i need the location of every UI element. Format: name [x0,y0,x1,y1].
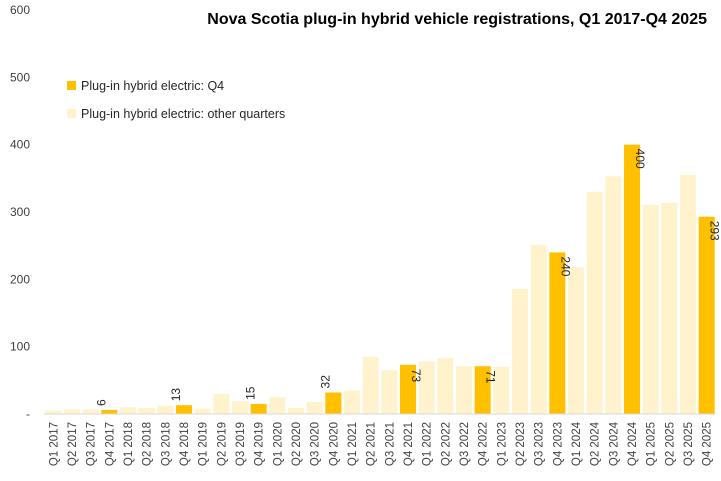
bar-other-quarter [306,401,323,414]
bar-other-quarter [418,361,435,414]
x-tick-label: Q3 2018 [160,422,172,466]
x-tick-label: Q2 2021 [366,422,378,466]
bar-other-quarter [269,397,286,414]
data-label: 293 [708,221,721,241]
bar-other-quarter [82,409,99,414]
x-tick-label: Q4 2019 [254,422,266,466]
bar-other-quarter [213,393,230,414]
bar-other-quarter [530,244,547,414]
data-label: 73 [409,369,423,383]
x-tick-label: Q3 2020 [310,422,322,466]
bar-q4 [549,252,566,414]
bar-q4 [325,392,342,414]
y-tick-label: 500 [10,70,30,84]
bar-q4 [101,409,118,414]
y-tick-label: 300 [10,205,30,219]
x-tick-label: Q2 2025 [664,422,676,466]
x-tick-label: Q2 2023 [515,422,527,466]
bar-other-quarter [157,405,174,414]
x-tick-label: Q2 2019 [216,422,228,466]
data-label: 15 [244,386,258,400]
y-tick-label: 600 [10,3,30,17]
x-tick-label: Q4 2022 [478,422,490,466]
bar-other-quarter [605,176,622,414]
x-tick-label: Q1 2019 [198,422,210,466]
bar-other-quarter [493,366,510,414]
bar-q4 [399,364,417,414]
x-tick-label: Q4 2017 [104,422,116,466]
x-tick-label: Q4 2020 [328,422,340,466]
chart-title: Nova Scotia plug-in hybrid vehicle regis… [207,11,707,28]
x-tick-label: Q4 2024 [627,421,639,466]
bars [45,144,715,414]
x-tick-label: Q2 2020 [291,422,303,466]
bar-q4 [250,403,267,414]
bar-other-quarter [138,407,155,414]
x-axis: Q1 2017 Q2 2017 Q3 2017 Q4 2017 Q1 2018 Q2 20… [44,413,716,466]
bar-q4 [175,405,193,414]
x-tick-label: Q2 2022 [440,422,452,466]
bar-other-quarter [567,267,585,414]
bar-other-quarter [231,401,249,414]
data-label: 32 [318,375,332,389]
bar-q4 [623,144,641,414]
legend-label-q4: Plug-in hybrid electric: Q4 [81,79,224,93]
y-tick-label: 200 [10,272,30,286]
legend-swatch-q4 [67,81,76,90]
x-tick-label: Q1 2024 [571,421,583,466]
data-label: 400 [633,149,647,169]
bar-other-quarter [586,191,603,414]
y-axis: - 100 200 300 400 500 600 [10,3,30,421]
x-tick-label: Q2 2018 [142,422,154,466]
x-tick-label: Q3 2019 [235,422,247,466]
bar-other-quarter [679,174,697,414]
x-tick-label: Q3 2022 [459,422,471,466]
bar-q4 [698,216,715,414]
bar-other-quarter [511,288,529,414]
bar-other-quarter [45,410,62,414]
x-tick-label: Q4 2018 [179,422,191,466]
x-tick-label: Q3 2023 [534,422,546,466]
x-tick-label: Q3 2017 [86,422,98,466]
bar-other-quarter [455,366,473,414]
x-tick-label: Q2 2024 [590,421,602,466]
x-tick-label: Q3 2025 [683,422,695,466]
bar-other-quarter [287,407,305,414]
y-tick-label: - [26,407,30,421]
x-tick-label: Q3 2024 [608,421,620,466]
data-label: 6 [94,399,108,406]
bar-other-quarter [661,202,678,414]
x-tick-label: Q1 2025 [646,422,658,466]
x-tick-label: Q1 2020 [272,422,284,466]
y-tick-label: 100 [10,340,30,354]
y-tick-label: 400 [10,138,30,152]
bar-other-quarter [642,204,659,414]
bar-other-quarter [343,390,361,414]
x-tick-label: Q1 2023 [496,422,508,466]
x-tick-label: Q3 2021 [384,422,396,466]
bar-other-quarter [194,408,211,414]
legend: Plug-in hybrid electric: Q4 Plug-in hybr… [67,79,285,121]
data-label: 240 [558,256,572,276]
x-tick-label: Q2 2017 [67,422,79,466]
bar-q4 [474,366,491,414]
bar-other-quarter [119,407,137,414]
legend-swatch-other [67,109,76,118]
x-tick-label: Q1 2022 [422,422,434,466]
data-label: 71 [484,370,498,384]
x-tick-label: Q4 2025 [702,422,714,466]
x-tick-label: Q1 2017 [48,422,60,466]
x-tick-label: Q4 2023 [552,422,564,466]
x-tick-label: Q1 2018 [123,422,135,466]
x-tick-label: Q4 2021 [403,422,415,466]
data-labels: 6 13 15 32 73 71 240 400 293 [94,149,721,406]
bar-other-quarter [63,409,81,414]
x-tick-label: Q1 2021 [347,422,359,466]
bar-other-quarter [381,370,398,414]
bar-other-quarter [437,358,454,414]
data-label: 13 [169,388,183,402]
legend-label-other: Plug-in hybrid electric: other quarters [81,107,285,121]
bar-other-quarter [362,356,379,414]
